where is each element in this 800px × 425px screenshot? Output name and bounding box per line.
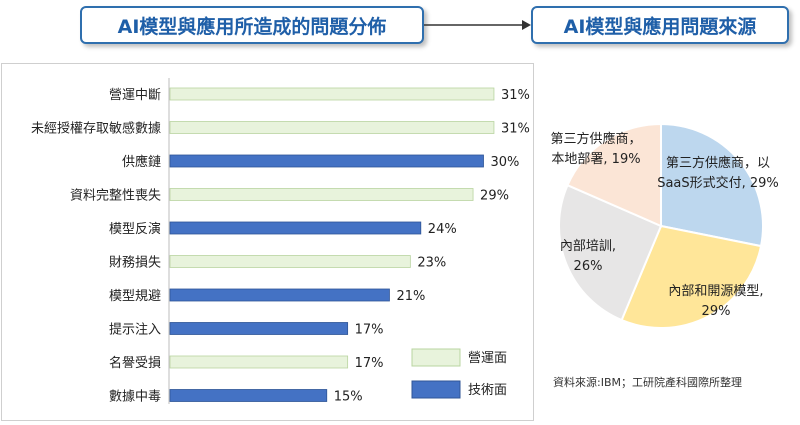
pie-slice-label: 第三方供應商， [550, 131, 641, 147]
pie-slice-label: 26% [574, 259, 603, 274]
right-panel-title: AI模型與應用問題來源 [531, 6, 789, 44]
bar [169, 322, 349, 335]
bar-value-label: 30% [491, 155, 520, 170]
pie-slice-label: 29% [702, 304, 731, 319]
bar [169, 221, 422, 235]
pie-slice [566, 122, 662, 228]
bar-value-label: 31% [501, 122, 530, 137]
bar [169, 389, 328, 402]
bar-value-label: 21% [396, 289, 425, 304]
source-note: 資料來源:IBM；工研院產科國際所整理 [553, 376, 742, 389]
bar-value-label: 24% [428, 222, 457, 237]
bar [169, 288, 390, 302]
bar-category-label: 財務損失 [109, 256, 161, 271]
legend-label: 技術面 [468, 383, 507, 398]
bar-category-label: 未經授權存取敏感數據 [31, 121, 161, 137]
legend-swatch [411, 348, 461, 367]
pie-slice-label: 內部培訓, [560, 238, 616, 254]
legend-swatch [411, 380, 461, 399]
bar-value-label: 15% [334, 390, 363, 405]
bar-value-label: 17% [355, 323, 384, 338]
bar-value-label: 29% [480, 189, 509, 204]
bar-category-label: 數據中毒 [109, 390, 161, 405]
bar [169, 355, 349, 369]
bar [169, 87, 495, 101]
left-panel-title: AI模型與應用所造成的問題分佈 [80, 6, 424, 44]
bar-category-label: 供應鏈 [122, 154, 161, 170]
pie-slice [558, 183, 663, 322]
bar-value-label: 23% [417, 256, 446, 271]
bar-category-label: 營運中斷 [109, 88, 161, 103]
pie-slice-label: 本地部署, 19% [551, 152, 640, 167]
pie-slice-label: 內部和開源模型, [668, 284, 763, 299]
bar [169, 121, 495, 134]
pie-slice-label: 第三方供應商，以 [666, 155, 770, 171]
bar [169, 188, 474, 201]
bar [169, 154, 484, 168]
pie-slice [620, 224, 763, 329]
pie-slice [660, 122, 764, 248]
bar-value-label: 17% [355, 356, 384, 371]
legend-label: 營運面 [468, 351, 507, 366]
bar-category-label: 提示注入 [109, 322, 161, 338]
bar-category-label: 名譽受損 [109, 355, 161, 371]
bar-category-label: 模型反演 [109, 221, 161, 237]
bar [169, 255, 411, 268]
bar-value-label: 31% [501, 88, 530, 103]
pie-slice-label: SaaS形式交付, 29% [657, 175, 779, 191]
bar-category-label: 資料完整性喪失 [70, 189, 161, 204]
bar-category-label: 模型規避 [109, 289, 161, 304]
